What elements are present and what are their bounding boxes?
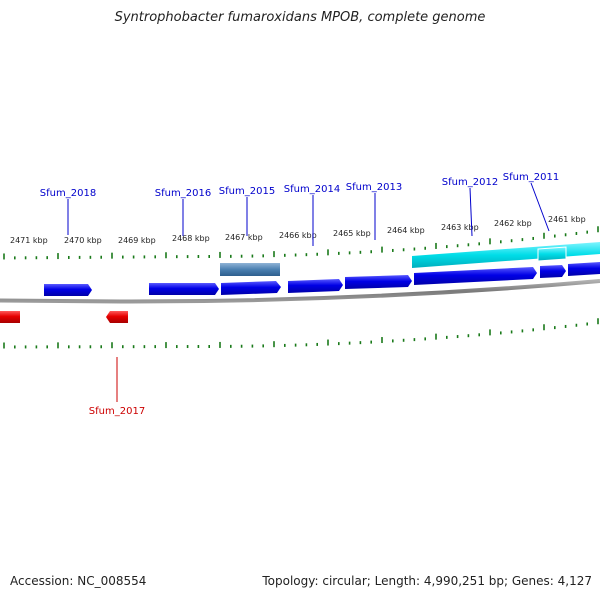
kbp-label: 2461 kbp [548, 215, 586, 224]
tick-marks-outer [3, 226, 599, 260]
kbp-labels: 2471 kbp 2470 kbp 2469 kbp 2468 kbp 2467… [10, 215, 586, 245]
gene-label-sfum-2016[interactable]: Sfum_2016 [155, 188, 211, 199]
gene-sfum-2011[interactable] [540, 265, 566, 278]
kbp-label: 2469 kbp [118, 236, 156, 245]
feature-bar-cyan-2[interactable] [537, 246, 567, 262]
kbp-label: 2465 kbp [333, 229, 371, 238]
accession-text: Accession: NC_008554 [10, 574, 147, 588]
gene-sfum-2012[interactable] [414, 267, 537, 285]
gene-label-sfum-2013[interactable]: Sfum_2013 [346, 182, 402, 193]
kbp-label: 2466 kbp [279, 231, 317, 240]
gene-sfum-2016[interactable] [149, 283, 219, 295]
genome-title: Syntrophobacter fumaroxidans MPOB, compl… [114, 10, 486, 25]
kbp-label: 2462 kbp [494, 219, 532, 228]
kbp-label: 2464 kbp [387, 226, 425, 235]
gene-label-sfum-2015[interactable]: Sfum_2015 [219, 186, 275, 197]
gene-labels: Sfum_2018 Sfum_2016 Sfum_2015 Sfum_2014 … [40, 172, 559, 417]
gene-label-leaders [67, 182, 550, 246]
gene-label-sfum-2012[interactable]: Sfum_2012 [442, 177, 498, 188]
kbp-label: 2470 kbp [64, 236, 102, 245]
genome-backbone [0, 279, 600, 304]
gene-label-sfum-2018[interactable]: Sfum_2018 [40, 188, 96, 199]
gene-sfum-2014[interactable] [288, 279, 343, 293]
kbp-label: 2463 kbp [441, 223, 479, 232]
gene-label-sfum-2011[interactable]: Sfum_2011 [503, 172, 559, 183]
gene-sfum-2013[interactable] [345, 275, 412, 289]
gene-reverse-partial[interactable] [0, 311, 20, 323]
feature-bar-steel[interactable] [220, 263, 280, 276]
kbp-label: 2468 kbp [172, 234, 210, 243]
gene-label-sfum-2017[interactable]: Sfum_2017 [89, 406, 145, 417]
tick-marks-inner [3, 318, 599, 349]
kbp-label: 2471 kbp [10, 236, 48, 245]
gene-label-sfum-2014[interactable]: Sfum_2014 [284, 184, 340, 195]
kbp-label: 2467 kbp [225, 233, 263, 242]
gene-sfum-2010-partial[interactable] [568, 262, 600, 276]
topology-text: Topology: circular; Length: 4,990,251 bp… [262, 574, 592, 588]
gene-sfum-2018[interactable] [44, 284, 92, 296]
gene-sfum-2017[interactable] [106, 311, 128, 323]
gene-sfum-2015[interactable] [221, 281, 281, 295]
